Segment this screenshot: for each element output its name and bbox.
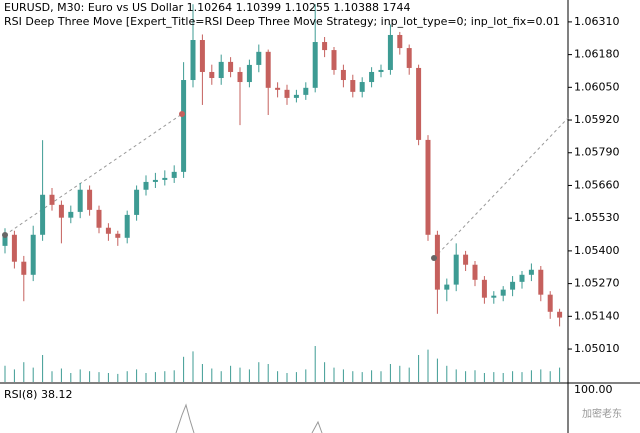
candle-body	[2, 234, 8, 246]
candle-body	[340, 69, 346, 81]
candle-body	[171, 171, 177, 178]
candle-body	[406, 48, 412, 68]
candle-body	[275, 87, 281, 90]
candle-body	[538, 269, 544, 295]
indicator-label: RSI(8) 38.12	[4, 388, 72, 401]
candle-body	[463, 254, 469, 265]
candle-body	[425, 139, 431, 235]
y-tick-label: 1.05140	[574, 309, 620, 322]
candle-body	[491, 295, 497, 298]
chart-title: EURUSD, M30: Euro vs US Dollar 1.10264 1…	[4, 1, 411, 14]
candle-body	[199, 40, 205, 72]
candle-body	[434, 234, 440, 290]
candle-body	[30, 234, 36, 275]
candle-body	[322, 42, 328, 51]
candle-body	[481, 279, 487, 298]
candle-body	[444, 284, 450, 290]
candle-body	[331, 50, 337, 70]
trade-line	[433, 117, 569, 259]
candle-body	[218, 61, 224, 79]
candle-body	[237, 71, 243, 83]
candle-body	[547, 294, 553, 312]
candle-body	[557, 311, 563, 318]
chart-subtitle: RSI Deep Three Move [Expert_Title=RSI De…	[4, 15, 560, 28]
candle-body	[87, 189, 93, 210]
candle-body	[265, 51, 271, 88]
candle-body	[190, 40, 196, 81]
y-tick-label: 1.05530	[574, 211, 620, 224]
y-tick-label: 1.05920	[574, 113, 620, 126]
candle-body	[134, 189, 140, 215]
candle-body	[510, 281, 516, 290]
candle-body	[397, 34, 403, 49]
trade-marker	[179, 111, 185, 117]
candle-body	[312, 42, 318, 88]
candle-body	[11, 234, 17, 262]
y-tick-label: 1.06050	[574, 80, 620, 93]
candle-body	[256, 51, 262, 65]
candles	[2, 4, 563, 382]
watermark: 加密老东	[582, 407, 622, 420]
trade-marker	[431, 255, 437, 261]
candle-body	[96, 209, 102, 228]
candle-body	[228, 61, 234, 72]
candle-body	[152, 179, 158, 182]
candle-body	[162, 177, 168, 180]
indicator-line	[175, 403, 195, 433]
candle-body	[124, 214, 130, 238]
candle-body	[387, 34, 393, 70]
candle-body	[453, 254, 459, 285]
candle-body	[369, 71, 375, 83]
candle-body	[519, 274, 525, 282]
candle-body	[378, 69, 384, 72]
y-tick-label: 1.05790	[574, 146, 620, 159]
indicator-line	[311, 420, 323, 433]
candle-body	[105, 227, 111, 234]
candle-body	[21, 261, 27, 275]
y-tick-label: 1.06180	[574, 48, 620, 61]
candle-body	[293, 94, 299, 98]
candle-body	[49, 194, 55, 205]
candle-body	[472, 264, 478, 280]
candle-body	[284, 89, 290, 98]
y-tick-label: 1.05660	[574, 178, 620, 191]
candle-body	[416, 67, 422, 140]
y-tick-label: 1.05400	[574, 244, 620, 257]
candle-body	[77, 189, 83, 212]
y-tick-label: 1.05010	[574, 342, 620, 355]
candle-body	[40, 194, 46, 235]
trade-marker	[2, 232, 8, 238]
candle-body	[143, 181, 149, 190]
candle-body	[359, 82, 365, 92]
indicator-tick: 100.00	[574, 383, 613, 396]
candle-body	[68, 211, 74, 218]
candle-body	[58, 204, 64, 218]
candle-body	[528, 269, 534, 275]
y-tick-label: 1.06310	[574, 15, 620, 28]
candle-body	[500, 289, 506, 296]
candle-body	[181, 80, 187, 172]
candle-body	[303, 87, 309, 95]
candle-body	[350, 80, 356, 92]
candle-body	[209, 71, 215, 79]
candle-body	[246, 64, 252, 83]
candle-body	[115, 233, 121, 238]
y-tick-label: 1.05270	[574, 277, 620, 290]
